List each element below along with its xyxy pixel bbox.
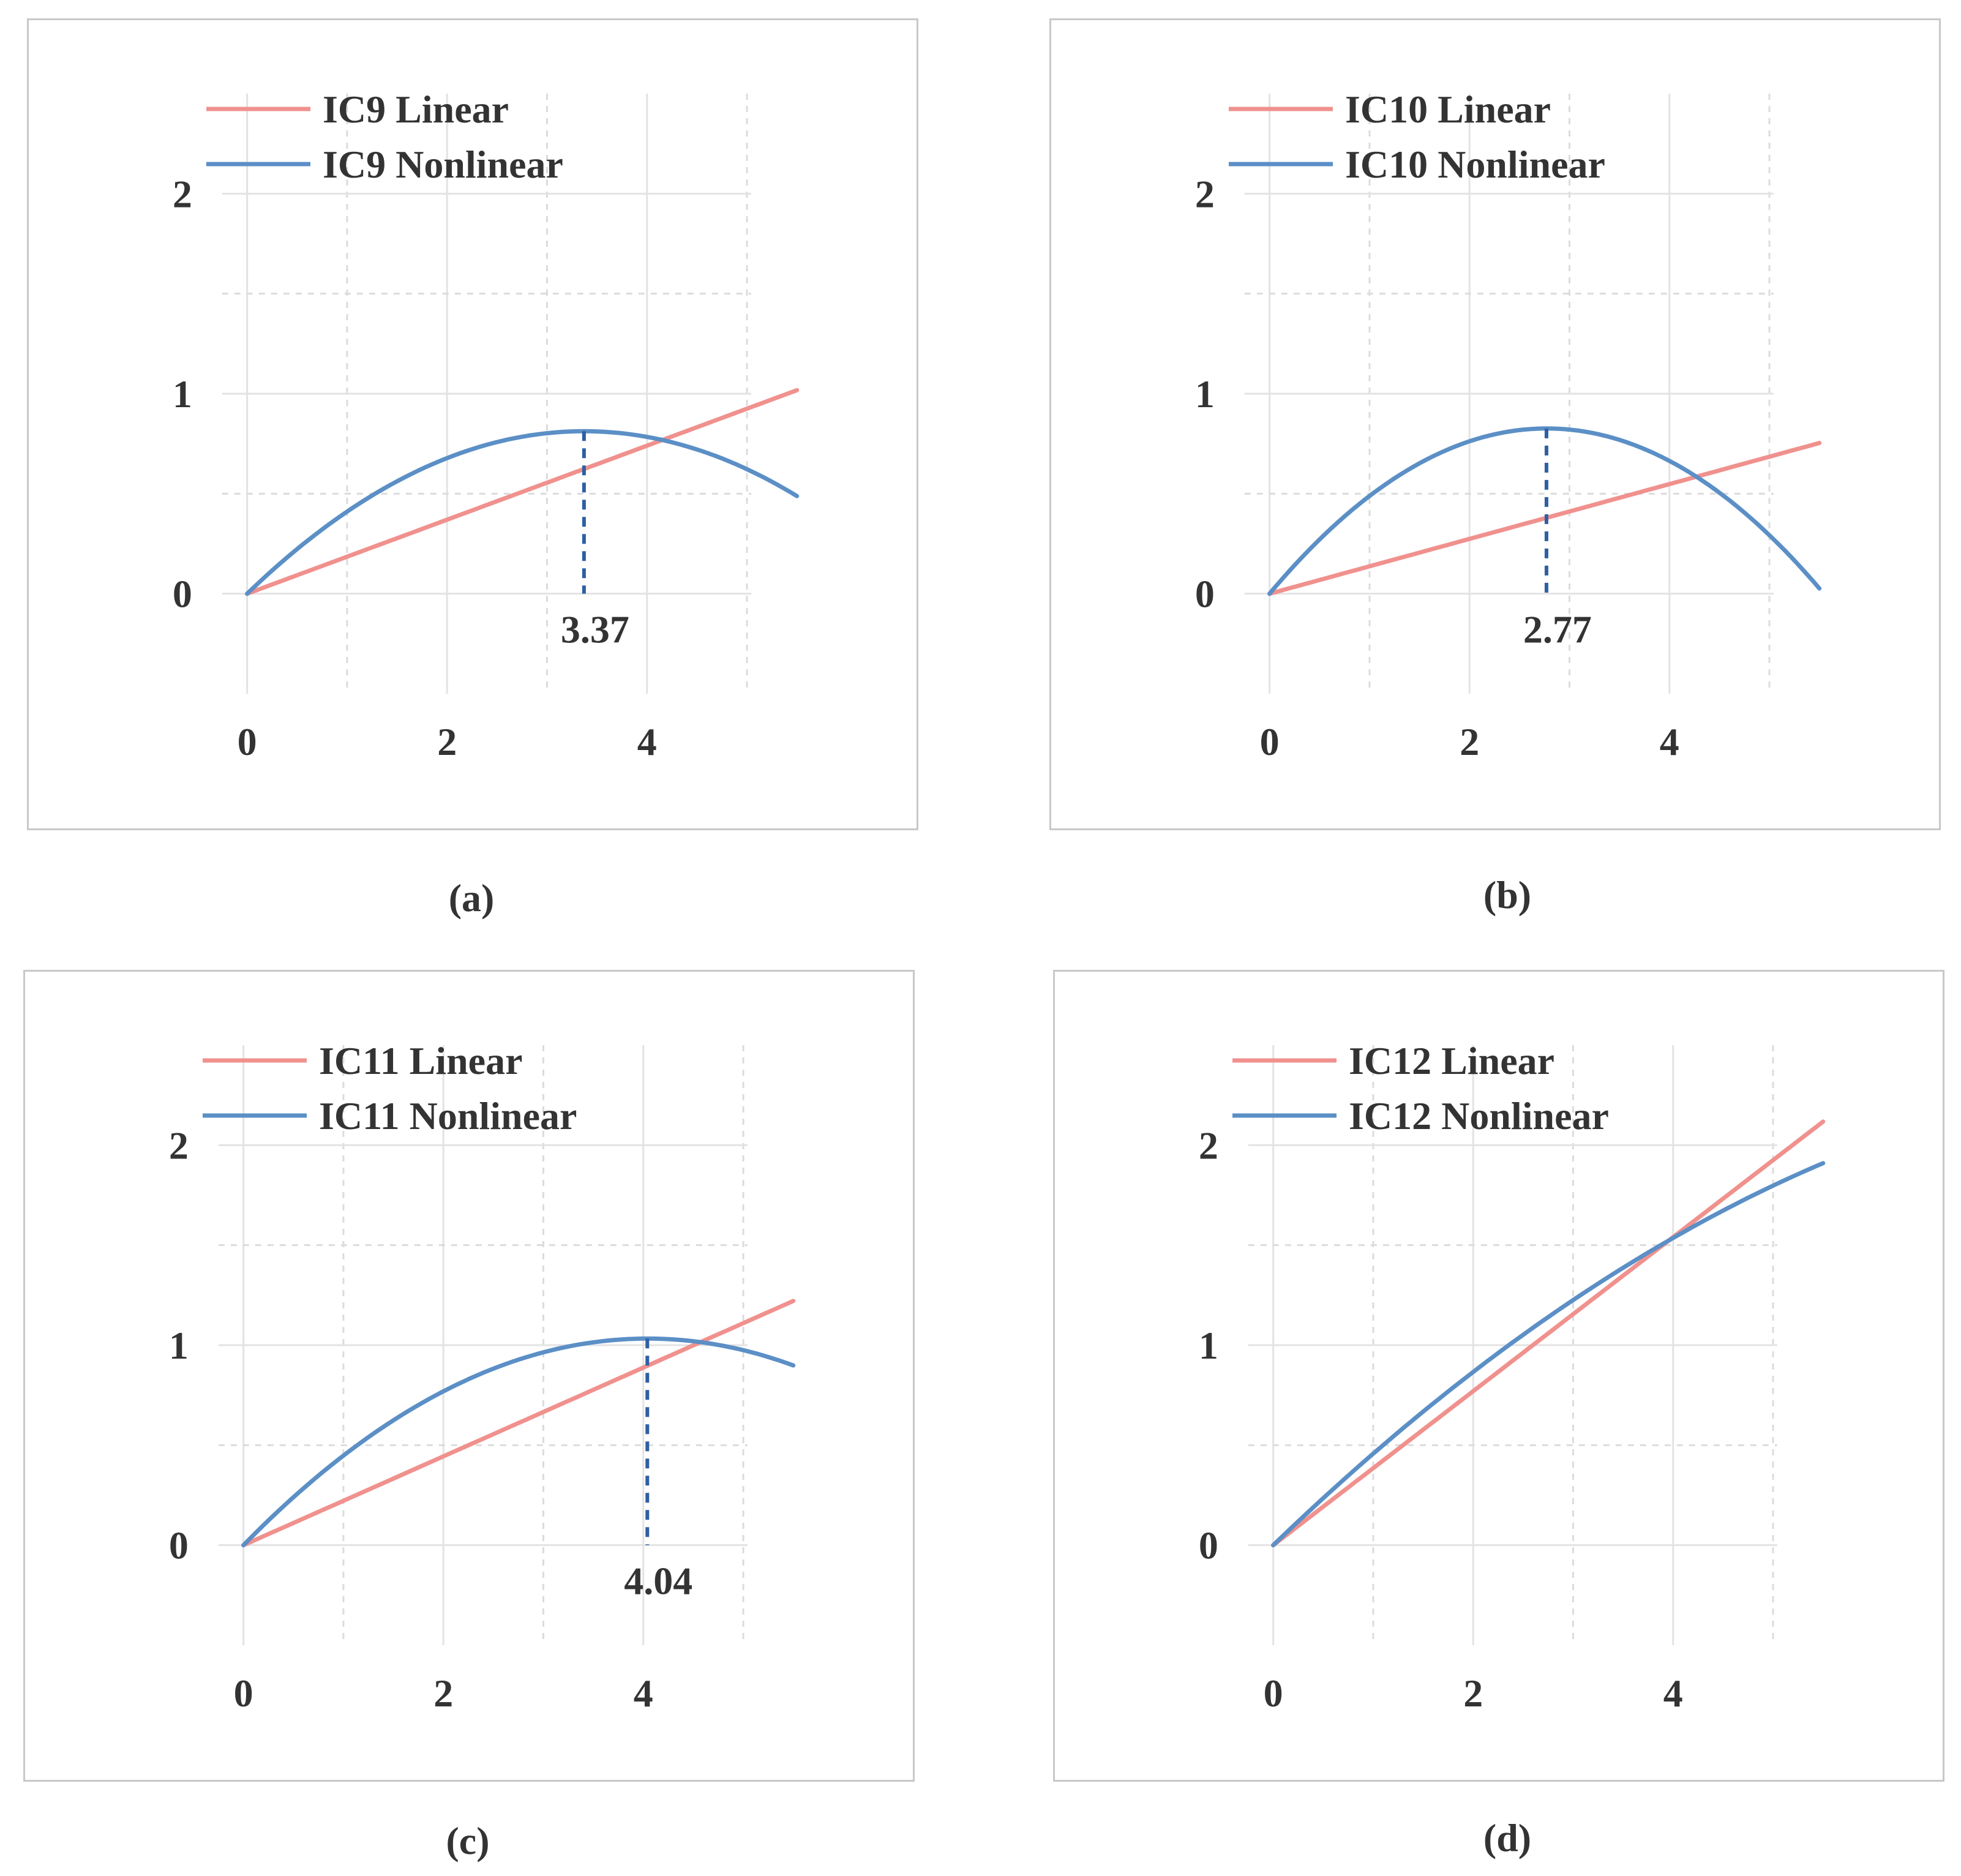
x-tick-label: 0 <box>238 720 257 764</box>
chart-svg-c: 0 1 2 0 2 4 4.04 IC11 Linear IC11 Nonlinear <box>169 1039 796 1715</box>
series-line-nonlinear <box>1267 426 1822 596</box>
x-tick-label: 2 <box>1460 720 1479 764</box>
chart-svg-a: 0 1 2 0 2 4 3.37 IC9 Linear IC9 Nonlinear <box>173 88 800 764</box>
x-tick-label: 0 <box>1264 1672 1283 1715</box>
legend-label-linear: IC11 Linear <box>319 1039 522 1082</box>
series-line-nonlinear <box>1271 1161 1826 1548</box>
legend-label-nonlinear: IC12 Nonlinear <box>1349 1094 1609 1138</box>
chart-svg-b: 0 1 2 0 2 4 2.77 IC10 Linear IC10 Nonlinear <box>1195 88 1822 764</box>
legend-label-linear: IC10 Linear <box>1345 88 1551 131</box>
x-tick-label: 2 <box>1463 1672 1483 1715</box>
y-tick-label: 2 <box>1195 172 1215 216</box>
y-tick-label: 2 <box>169 1124 189 1167</box>
y-tick-label: 1 <box>173 372 192 416</box>
chart-panel-a: 0 1 2 0 2 4 3.37 IC9 Linear IC9 Nonlinear <box>27 18 918 830</box>
y-tick-label: 2 <box>173 172 192 216</box>
x-tick-label: 2 <box>433 1672 453 1715</box>
series-line-linear <box>241 1299 796 1548</box>
chart-panel-d: 0 1 2 0 2 4 IC12 Linear IC12 Nonlinear <box>1053 970 1944 1782</box>
legend-label-linear: IC12 Linear <box>1349 1039 1554 1082</box>
x-tick-label: 4 <box>637 720 657 764</box>
y-tick-label: 0 <box>169 1524 189 1567</box>
x-tick-label: 0 <box>234 1672 253 1715</box>
y-tick-label: 0 <box>1195 572 1215 616</box>
series-line-nonlinear <box>245 429 800 596</box>
caption-b: (b) <box>1483 873 1532 917</box>
legend-label-nonlinear: IC10 Nonlinear <box>1345 143 1605 186</box>
y-tick-label: 0 <box>1199 1524 1218 1567</box>
caption-a: (a) <box>448 876 495 920</box>
x-tick-label: 4 <box>1660 720 1679 764</box>
y-tick-label: 2 <box>1199 1124 1218 1167</box>
x-tick-label: 4 <box>1663 1672 1683 1715</box>
series-line-linear <box>1271 1119 1826 1548</box>
chart-svg-d: 0 1 2 0 2 4 IC12 Linear IC12 Nonlinear <box>1199 1039 1826 1715</box>
y-tick-label: 0 <box>173 572 192 616</box>
y-tick-label: 1 <box>1199 1324 1218 1367</box>
caption-d: (d) <box>1483 1816 1532 1859</box>
y-tick-label: 1 <box>169 1324 189 1367</box>
series-line-linear <box>1267 441 1822 596</box>
x-tick-label: 4 <box>634 1672 653 1715</box>
y-tick-label: 1 <box>1195 372 1215 416</box>
legend-label-nonlinear: IC11 Nonlinear <box>319 1094 577 1138</box>
peak-marker-label: 2.77 <box>1523 608 1592 651</box>
caption-c: (c) <box>446 1819 490 1863</box>
series-line-nonlinear <box>241 1336 796 1548</box>
peak-marker-label: 3.37 <box>561 608 629 651</box>
peak-marker-label: 4.04 <box>624 1559 692 1603</box>
legend-label-nonlinear: IC9 Nonlinear <box>323 143 563 186</box>
x-tick-label: 0 <box>1260 720 1280 764</box>
chart-panel-b: 0 1 2 0 2 4 2.77 IC10 Linear IC10 Nonlinear <box>1049 18 1941 830</box>
chart-panel-c: 0 1 2 0 2 4 4.04 IC11 Linear IC11 Nonlinear <box>23 970 915 1782</box>
legend-label-linear: IC9 Linear <box>323 88 509 131</box>
series-line-linear <box>245 388 800 596</box>
x-tick-label: 2 <box>437 720 457 764</box>
